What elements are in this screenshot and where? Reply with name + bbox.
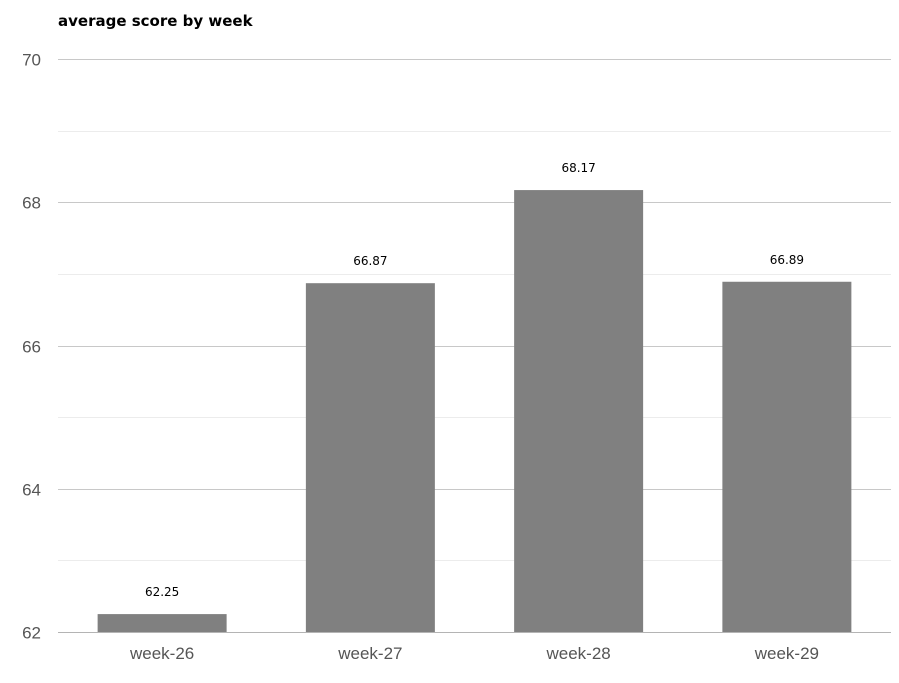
data-label: 66.89 bbox=[770, 253, 804, 267]
bar bbox=[305, 283, 435, 632]
y-tick-label: 66 bbox=[22, 338, 41, 357]
bar bbox=[722, 281, 852, 632]
x-tick-label: week-28 bbox=[545, 644, 610, 663]
y-axis: 62 64 66 68 70 bbox=[22, 51, 41, 643]
x-tick-label: week-26 bbox=[129, 644, 194, 663]
bars bbox=[97, 190, 852, 633]
bar bbox=[97, 614, 227, 632]
y-tick-label: 64 bbox=[22, 481, 41, 500]
data-labels: 62.25 66.87 68.17 66.89 bbox=[145, 161, 804, 599]
x-tick-label: week-29 bbox=[754, 644, 819, 663]
data-label: 62.25 bbox=[145, 585, 179, 599]
data-label: 68.17 bbox=[561, 161, 595, 175]
y-tick-label: 68 bbox=[22, 194, 41, 213]
chart-title: average score by week bbox=[58, 12, 253, 30]
data-label: 66.87 bbox=[353, 254, 387, 268]
bar bbox=[514, 190, 644, 633]
y-tick-label: 62 bbox=[22, 624, 41, 643]
y-tick-label: 70 bbox=[22, 51, 41, 70]
x-axis: week-26 week-27 week-28 week-29 bbox=[129, 644, 819, 663]
x-tick-label: week-27 bbox=[337, 644, 402, 663]
